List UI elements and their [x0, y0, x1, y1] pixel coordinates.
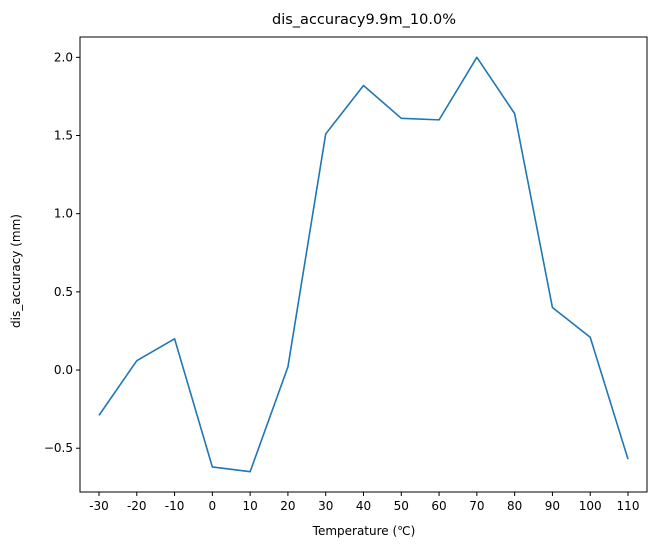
axes-frame — [79, 36, 648, 493]
chart-title: dis_accuracy9.9m_10.0% — [272, 12, 456, 28]
y-axis-label: dis_accuracy (mm) — [9, 214, 23, 328]
y-tick-label-1: 0.0 — [54, 363, 73, 377]
x-tick-label-10: 10 — [243, 499, 258, 513]
x-tick-label-110: 110 — [617, 499, 640, 513]
x-tick-label-50: 50 — [394, 499, 409, 513]
x-tick-label--30: -30 — [89, 499, 109, 513]
x-tick-label--10: -10 — [165, 499, 185, 513]
x-tick-label-0: 0 — [209, 499, 217, 513]
y-tick-label-0: −0.5 — [44, 441, 73, 455]
x-axis-label: Temperature (℃) — [312, 524, 416, 538]
x-tick-label-70: 70 — [469, 499, 484, 513]
x-tick-label-20: 20 — [280, 499, 295, 513]
x-tick-label-60: 60 — [431, 499, 446, 513]
x-tick-label-100: 100 — [579, 499, 602, 513]
y-tick-label-2: 0.5 — [54, 285, 73, 299]
series-line-0 — [98, 56, 629, 473]
y-tick-label-4: 1.5 — [54, 129, 73, 143]
y-tick-label-3: 1.0 — [54, 207, 73, 221]
x-tick-label-30: 30 — [318, 499, 333, 513]
plot-area: -30 -20 -10 0 10 20 30 40 50 60 70 80 90 100 110 −0.5 0.… — [44, 36, 648, 513]
y-tick-label-5: 2.0 — [54, 50, 73, 64]
x-tick-label-40: 40 — [356, 499, 371, 513]
x-tick-label-90: 90 — [545, 499, 560, 513]
x-tick-label--20: -20 — [127, 499, 147, 513]
x-tick-label-80: 80 — [507, 499, 522, 513]
